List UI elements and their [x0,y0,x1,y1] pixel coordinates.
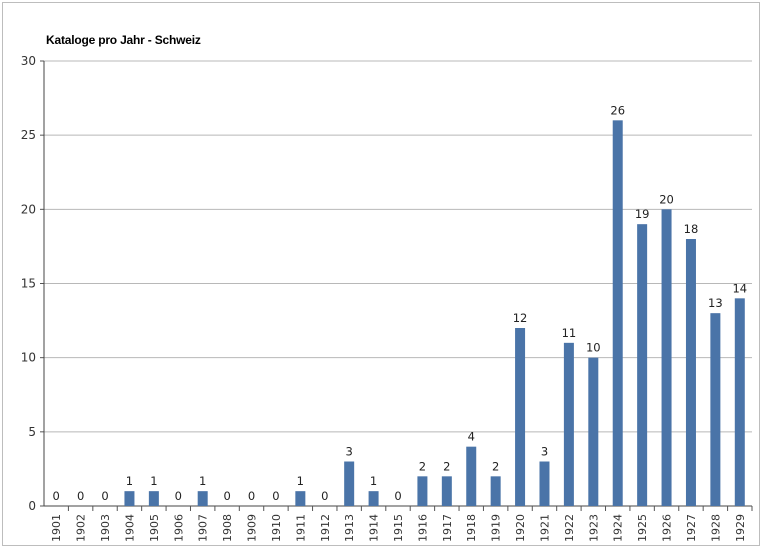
x-tick-label: 1908 [221,514,234,542]
data-label: 0 [394,489,401,503]
data-label: 0 [248,489,255,503]
data-label: 11 [562,326,577,340]
bar [441,476,452,506]
y-tick-label: 15 [21,277,36,291]
chart-title: Kataloge pro Jahr - Schweiz [46,33,201,47]
bar [344,461,355,506]
data-label: 2 [492,459,499,473]
x-tick-labels: 1901 1902 1903 1904 1905 1906 1907 1908 1909 1910… [50,514,747,542]
y-tick-labels: 0 5 10 15 20 25 30 [21,54,36,513]
data-label: 1 [370,474,377,488]
y-tick-label: 0 [28,499,36,513]
bars [124,120,745,507]
bar [661,209,672,507]
x-tick-label: 1923 [587,514,600,542]
x-tick-label: 1910 [270,514,283,542]
bar [710,313,721,506]
x-tick-label: 1921 [538,514,551,542]
bar [197,491,208,506]
bar [563,342,574,506]
bar [515,328,526,506]
y-tick-label: 5 [28,425,36,439]
bar [148,491,159,506]
data-label: 1 [297,474,304,488]
gridlines [44,60,752,433]
bar [124,491,135,506]
x-tick-label: 1903 [99,514,112,542]
x-tick-label: 1918 [465,514,478,542]
data-label: 20 [659,192,674,206]
data-label: 12 [513,311,528,325]
x-tick-label: 1927 [685,514,698,542]
x-tick-label: 1928 [709,514,722,542]
x-tick-label: 1919 [490,514,503,542]
y-tick-label: 25 [21,128,36,142]
data-label: 26 [610,103,625,117]
y-tick-label: 30 [21,54,36,68]
data-label: 1 [126,474,133,488]
data-label: 13 [708,296,723,310]
x-tick-label: 1909 [246,514,259,542]
x-tick-label: 1917 [441,514,454,542]
data-label: 0 [175,489,182,503]
data-label: 19 [635,207,650,221]
data-label: 14 [732,281,747,295]
data-label: 3 [541,445,548,459]
bar [417,476,428,506]
bar [295,491,306,506]
bar [368,491,379,506]
bar [490,476,501,506]
x-tick-label: 1911 [294,514,307,542]
data-label: 0 [77,489,84,503]
x-tick-label: 1912 [319,514,332,542]
data-label: 0 [223,489,230,503]
x-tick-label: 1922 [563,514,576,542]
bar [734,298,745,506]
data-label: 10 [586,341,601,355]
x-tick-label: 1929 [734,514,747,542]
bar [466,446,477,506]
bar [588,357,599,506]
bar [539,461,550,506]
data-label: 18 [684,222,699,236]
x-tick-label: 1905 [148,514,161,542]
x-tick-label: 1906 [172,514,185,542]
x-tick-label: 1913 [343,514,356,542]
bar [612,120,623,506]
data-label: 0 [53,489,60,503]
bar [685,239,696,506]
data-label: 0 [321,489,328,503]
y-tick-label: 10 [21,351,36,365]
data-label: 1 [199,474,206,488]
x-tick-label: 1904 [123,514,136,542]
data-label: 3 [346,445,353,459]
data-label: 1 [150,474,157,488]
x-tick-label: 1901 [50,514,63,542]
x-tick-label: 1902 [75,514,88,542]
data-label: 2 [443,459,450,473]
data-label: 0 [272,489,279,503]
x-tick-label: 1914 [368,514,381,542]
x-tick-label: 1926 [661,514,674,542]
data-label: 0 [101,489,108,503]
bar [637,224,648,506]
data-label: 2 [419,459,426,473]
x-tick-label: 1907 [197,514,210,542]
x-tick-label: 1925 [636,514,649,542]
y-tick-label: 20 [21,202,36,216]
x-tick-label: 1916 [416,514,429,542]
x-tick-label: 1920 [514,514,527,542]
axes [40,60,753,511]
x-tick-label: 1915 [392,514,405,542]
x-tick-label: 1924 [612,514,625,542]
data-label: 4 [468,430,475,444]
